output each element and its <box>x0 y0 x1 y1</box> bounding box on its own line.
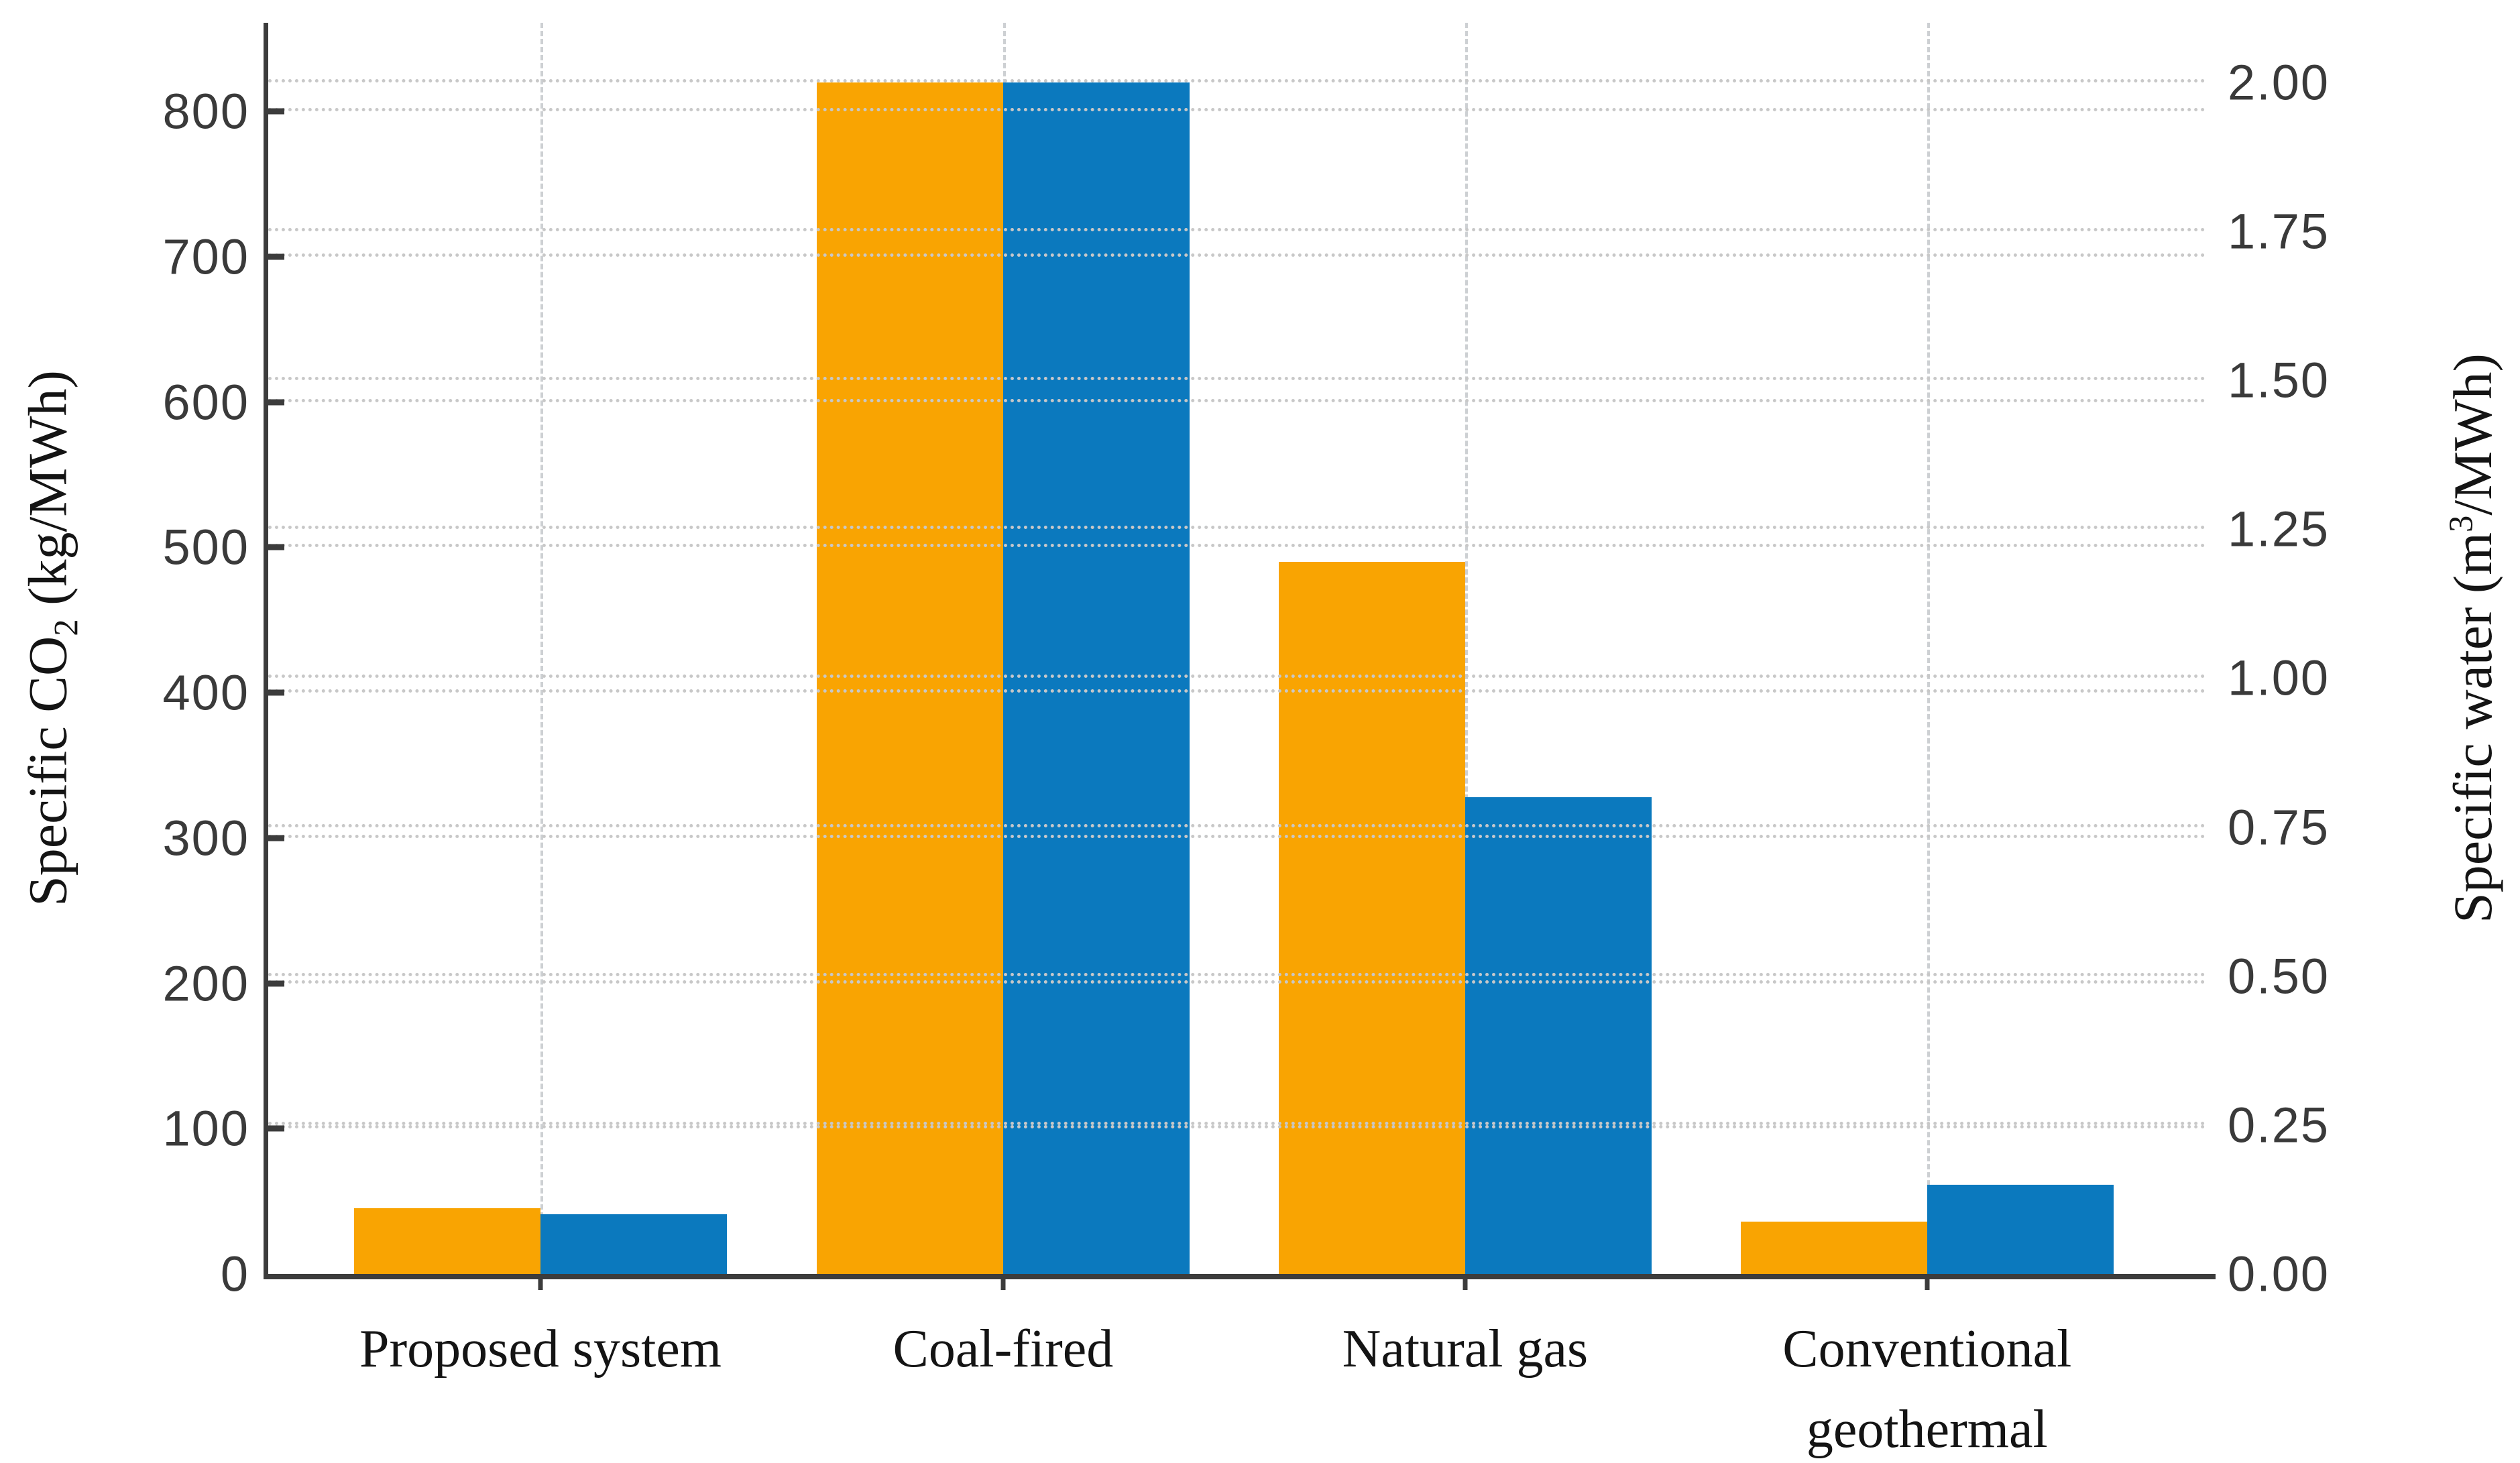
y-left-tick-label: 0 <box>220 1246 249 1302</box>
y-right-tick-labels: 0.00 0.25 0.50 0.75 1.00 1.25 1.50 1.75 2.00 <box>2228 23 2509 1301</box>
y-right-tick-label: 2.00 <box>2228 54 2330 111</box>
y-left-tick-label: 400 <box>162 664 249 721</box>
v-gridline <box>1465 23 1468 1274</box>
x-tick-label-line: Conventional <box>1782 1320 2072 1379</box>
h-gridline-right-axis <box>268 1121 2206 1125</box>
h-gridline-left-axis <box>268 980 2206 984</box>
x-tick-mark <box>1925 1279 1930 1290</box>
y-left-tick-mark <box>268 1125 284 1132</box>
h-gridline-right-axis <box>268 675 2206 679</box>
bar-water-proposed-system <box>540 1214 728 1274</box>
y-right-tick-label: 0.50 <box>2228 948 2330 1004</box>
y-right-tick-label: 0.00 <box>2228 1246 2330 1302</box>
v-gridline <box>1927 23 1930 1274</box>
y-left-tick-mark <box>268 108 284 115</box>
y-right-tick-label: 1.50 <box>2228 352 2330 408</box>
h-gridline-left-axis <box>268 689 2206 693</box>
y-right-tick-label: 1.25 <box>2228 501 2330 557</box>
y-left-axis-title-subscript: 2 <box>47 619 85 636</box>
y-left-axis-title: Specific CO2 (kg/MWh) <box>16 370 85 906</box>
y-left-tick-label: 600 <box>162 374 249 430</box>
h-gridline-right-axis <box>268 78 2206 82</box>
x-tick-mark <box>538 1279 543 1290</box>
y-left-tick-labels: 0 100 200 300 400 500 600 700 800 <box>0 23 249 1302</box>
y-left-axis-title-text: Specific CO <box>17 636 78 906</box>
y-left-tick-label: 300 <box>162 810 249 866</box>
h-gridline-right-axis <box>268 228 2206 231</box>
y-axis-spine <box>264 23 268 1274</box>
x-axis-spine <box>264 1274 2216 1279</box>
h-gridline-left-axis <box>268 108 2206 112</box>
y-right-axis-title-text: Specific water (m <box>2442 532 2504 923</box>
x-tick-label-line: Coal-fired <box>893 1320 1114 1379</box>
v-gridline <box>540 23 544 1274</box>
h-gridline-right-axis <box>268 526 2206 530</box>
y-left-tick-label: 800 <box>162 83 249 139</box>
y-left-tick-mark <box>268 689 284 696</box>
x-tick-label-line: geothermal <box>1806 1400 2048 1459</box>
y-left-tick-label: 500 <box>162 519 249 575</box>
x-axis-category-labels: Proposed system Coal-fired Natural gas Conv… <box>268 1309 2206 1463</box>
plot-area <box>264 23 2216 1290</box>
x-tick-mark <box>1000 1279 1006 1290</box>
x-tick-label: Conventional geothermal <box>1782 1309 2071 1463</box>
bar-water-conventional-geothermal <box>1927 1184 2114 1274</box>
y-left-tick-label: 100 <box>162 1100 249 1157</box>
h-gridline-right-axis <box>268 972 2206 976</box>
bar-co2-natural-gas <box>1278 562 1465 1274</box>
h-gridline-left-axis <box>268 253 2206 257</box>
x-tick-mark <box>1463 1279 1468 1290</box>
h-gridline-right-axis <box>268 823 2206 827</box>
y-left-tick-mark <box>268 980 284 987</box>
y-left-tick-mark <box>268 544 284 550</box>
y-right-axis-title-units: /MWh) <box>2442 353 2504 516</box>
y-right-axis-title-superscript: 3 <box>2442 515 2480 532</box>
h-gridline-left-axis <box>268 1125 2206 1129</box>
x-tick-label-line: Proposed system <box>359 1320 722 1379</box>
bar-co2-proposed-system <box>354 1208 541 1274</box>
h-gridline-left-axis <box>268 834 2206 838</box>
y-left-tick-label: 700 <box>162 229 249 285</box>
y-left-tick-mark <box>268 835 284 841</box>
x-tick-label: Coal-fired <box>893 1309 1114 1389</box>
x-tick-label: Proposed system <box>359 1309 722 1389</box>
bar-co2-conventional-geothermal <box>1740 1221 1927 1274</box>
y-left-axis-title-units: (kg/MWh) <box>17 370 78 620</box>
y-left-tick-mark <box>268 399 284 406</box>
h-gridline-left-axis <box>268 544 2206 548</box>
h-gridline-right-axis <box>268 377 2206 381</box>
x-tick-label: Natural gas <box>1342 1309 1589 1389</box>
y-left-tick-label: 200 <box>162 955 249 1012</box>
y-right-tick-label: 0.75 <box>2228 799 2330 856</box>
y-right-tick-label: 1.75 <box>2228 203 2330 259</box>
y-right-axis-title: Specific water (m3/MWh) <box>2442 353 2505 923</box>
x-tick-label-line: Natural gas <box>1342 1320 1589 1379</box>
y-left-tick-mark <box>268 253 284 260</box>
y-right-tick-label: 1.00 <box>2228 650 2330 706</box>
bar-water-natural-gas <box>1465 797 1652 1274</box>
h-gridline-left-axis <box>268 398 2206 402</box>
y-right-tick-label: 0.25 <box>2228 1097 2330 1153</box>
